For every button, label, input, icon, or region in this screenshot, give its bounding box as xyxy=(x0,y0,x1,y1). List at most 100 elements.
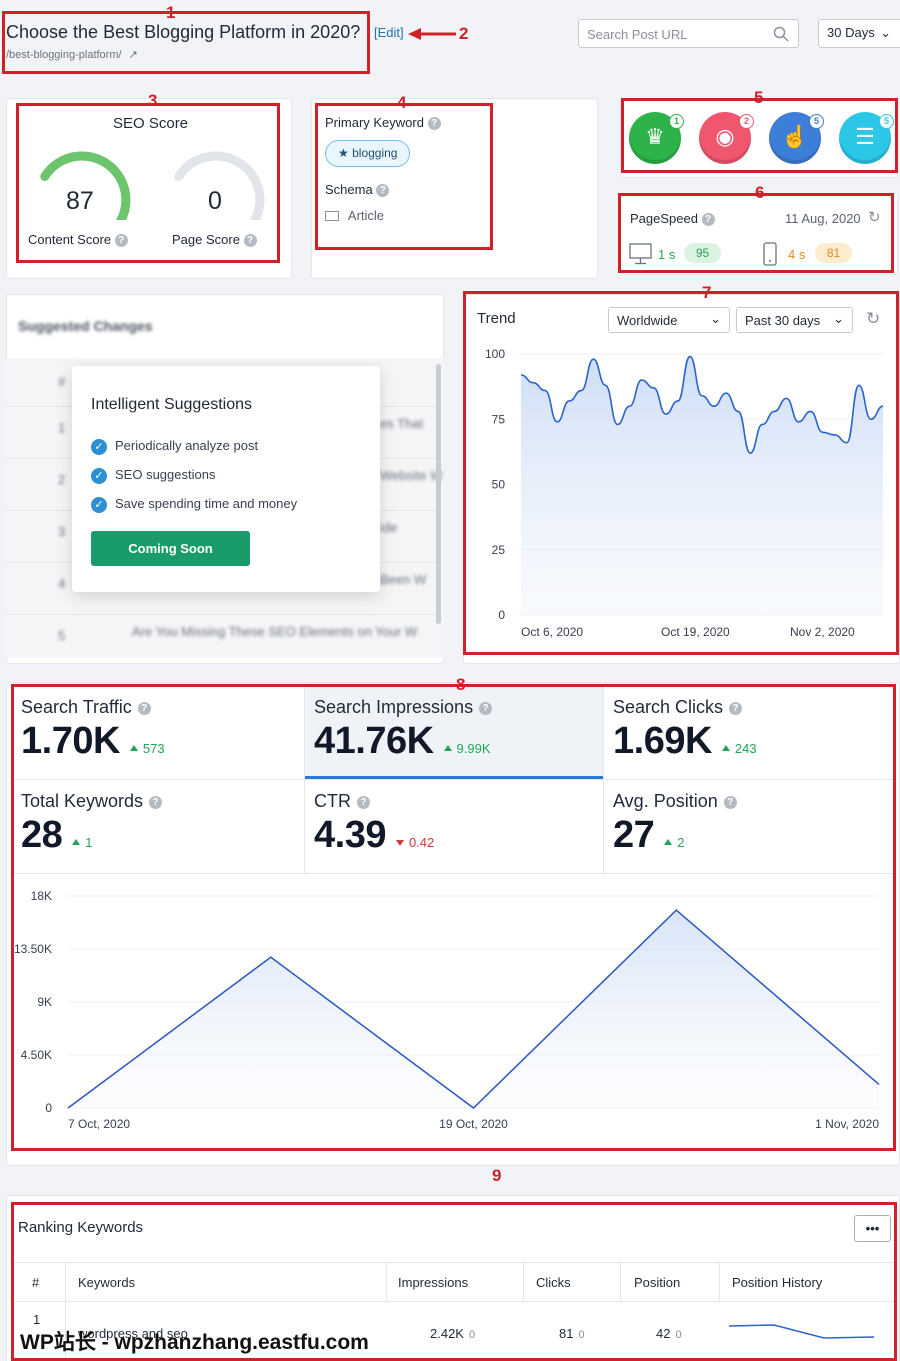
arrow-up-icon xyxy=(72,839,81,845)
primary-keyword-label: Primary Keyword ? xyxy=(325,115,441,131)
page-score-label: Page Score ? xyxy=(172,232,257,248)
trend-title: Trend xyxy=(477,310,516,327)
popup-item-text: SEO suggestions xyxy=(115,467,216,482)
suggested-row-text[interactable]: ide xyxy=(380,520,398,535)
badge-count: 5 xyxy=(879,114,894,129)
desktop-icon xyxy=(629,243,652,265)
metrics-y-tick: 13.50K xyxy=(14,942,52,956)
metric-label-text: Total Keywords xyxy=(21,791,144,811)
range-select[interactable]: 30 Days ⌄ xyxy=(818,19,900,48)
trend-x-tick: Oct 6, 2020 xyxy=(521,625,583,639)
impressions-value: 2.42K xyxy=(430,1326,464,1341)
metric-delta: 9.99K xyxy=(443,741,491,756)
primary-keyword-label-text: Primary Keyword xyxy=(325,115,424,130)
permalink[interactable]: /best-blogging-platform/ ↗ xyxy=(6,48,138,61)
metrics-chart: 18K 13.50K 9K 4.50K 0 7 Oct, 2020 19 Oct, 2020… xyxy=(14,889,880,1131)
annotation-label-1: 1 xyxy=(166,3,176,22)
more-options-button[interactable]: ••• xyxy=(854,1215,891,1242)
metric-label-text: Avg. Position xyxy=(613,791,718,811)
help-icon[interactable]: ? xyxy=(701,213,715,227)
metric-value: 1.70K xyxy=(21,720,120,762)
arrow-up-icon xyxy=(443,745,452,751)
metric-tile-avg-position[interactable]: Avg. Position? 27 2 xyxy=(604,780,894,874)
position-value: 42 xyxy=(656,1326,671,1341)
keyword-tag-text: blogging xyxy=(352,146,398,160)
metrics-x-tick: 1 Nov, 2020 xyxy=(815,1117,879,1131)
ranking-column-header[interactable]: Position History xyxy=(732,1275,823,1290)
metric-label: Search Traffic? xyxy=(21,697,151,718)
suggested-row-number: 5 xyxy=(58,628,66,643)
period-select[interactable]: Past 30 days ⌄ xyxy=(736,307,853,333)
help-icon[interactable]: ? xyxy=(137,701,151,715)
keyword-tag[interactable]: ★ blogging xyxy=(325,140,411,167)
ranking-row-keyword[interactable]: wordpress and seo xyxy=(78,1326,188,1341)
crown-icon: ♛ xyxy=(645,124,665,149)
metric-tile-ctr[interactable]: CTR? 4.39 0.42 xyxy=(305,780,604,874)
metric-tile-search-impressions[interactable]: Search Impressions? 41.76K 9.99K xyxy=(305,686,604,780)
metric-tile-search-traffic[interactable]: Search Traffic? 1.70K 573 xyxy=(12,686,305,780)
pagespeed-label: PageSpeed ? xyxy=(630,211,715,227)
impressions-delta: 0 xyxy=(468,1329,476,1341)
metric-tile-total-keywords[interactable]: Total Keywords? 28 1 xyxy=(12,780,305,874)
annotation-arrow-icon xyxy=(408,28,456,40)
annotation-label-7: 7 xyxy=(702,283,712,302)
page-score-gauge xyxy=(174,151,265,220)
arrow-up-icon xyxy=(664,839,673,845)
external-link-icon: ↗ xyxy=(128,49,138,61)
check-icon: ✓ xyxy=(91,438,107,455)
trend-chart: 100 75 50 25 0 Oct 6, 2020 Oct 19, 2020 Nov 2, … xyxy=(485,347,884,639)
metric-tile-search-clicks[interactable]: Search Clicks? 1.69K 243 xyxy=(604,686,894,780)
coming-soon-button[interactable]: Coming Soon xyxy=(91,531,250,566)
ranking-column-header[interactable]: Impressions xyxy=(398,1275,469,1290)
post-title: Choose the Best Blogging Platform in 202… xyxy=(6,22,361,42)
suggested-row-text[interactable]: Are You Missing These SEO Elements on Yo… xyxy=(132,624,418,639)
pagespeed-card xyxy=(620,193,898,275)
trend-y-tick: 75 xyxy=(492,412,506,426)
clicks-value: 81 xyxy=(559,1326,574,1341)
annotation-label-6: 6 xyxy=(755,183,765,202)
help-icon[interactable]: ? xyxy=(376,184,390,198)
suggested-row-number: 2 xyxy=(58,472,66,487)
period-value: Past 30 days xyxy=(745,313,821,328)
help-icon[interactable]: ? xyxy=(427,117,441,131)
search-input[interactable]: Search Post URL xyxy=(587,27,688,42)
refresh-icon[interactable]: ↻ xyxy=(868,209,881,226)
suggested-row-text[interactable]: Been W xyxy=(380,572,427,587)
suggested-scrollbar[interactable] xyxy=(436,364,441,624)
help-icon[interactable]: ? xyxy=(729,701,743,715)
eye-icon: ◉ xyxy=(715,124,735,149)
metric-delta: 0.42 xyxy=(395,835,435,850)
search-post-url[interactable]: Search Post URL xyxy=(578,19,799,48)
arrow-up-icon xyxy=(721,745,730,751)
help-icon[interactable]: ? xyxy=(479,701,493,715)
suggested-row-text[interactable]: Website W xyxy=(380,468,443,483)
trend-x-tick: Oct 19, 2020 xyxy=(661,625,730,639)
ranking-column-header[interactable]: Clicks xyxy=(536,1275,571,1290)
region-select[interactable]: Worldwide ⌄ xyxy=(608,307,730,333)
list-badge[interactable]: ☰ xyxy=(839,112,891,164)
ranking-header-row xyxy=(12,1262,895,1302)
search-icon[interactable] xyxy=(773,26,789,42)
ranking-column-header[interactable]: Keywords xyxy=(78,1275,136,1290)
help-icon[interactable]: ? xyxy=(723,795,737,809)
metric-delta: 2 xyxy=(664,835,685,850)
metric-delta: 1 xyxy=(72,835,93,850)
help-icon[interactable]: ? xyxy=(149,795,163,809)
help-icon[interactable]: ? xyxy=(243,234,257,248)
trend-y-tick: 0 xyxy=(498,608,505,622)
popup-item-1: ✓ Periodically analyze post xyxy=(91,438,258,455)
metric-delta-value: 0.42 xyxy=(408,835,435,850)
help-icon[interactable]: ? xyxy=(114,234,128,248)
ranking-column-header[interactable]: # xyxy=(32,1275,40,1290)
ranking-col-divider xyxy=(719,1262,720,1302)
suggested-row-text[interactable]: es That xyxy=(380,416,424,431)
crown-badge[interactable]: ♛ xyxy=(629,112,681,164)
ranking-column-header[interactable]: Position xyxy=(634,1275,681,1290)
metric-value-row: 1.70K 573 xyxy=(21,720,165,763)
help-icon[interactable]: ? xyxy=(357,795,370,809)
metric-value-row: 27 2 xyxy=(613,814,685,857)
edit-link[interactable]: [Edit] xyxy=(374,25,404,40)
metric-value-row: 41.76K 9.99K xyxy=(314,720,491,763)
refresh-icon[interactable]: ↻ xyxy=(866,309,881,328)
trend-x-tick: Nov 2, 2020 xyxy=(790,625,855,639)
